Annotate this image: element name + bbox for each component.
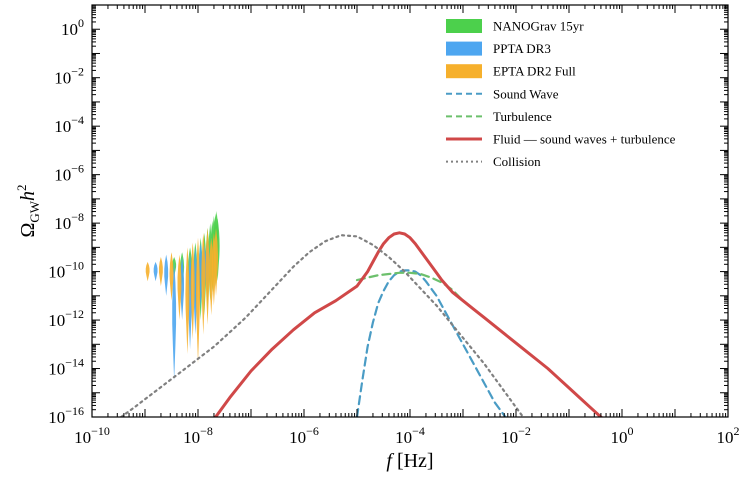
violin-ppta-dr3 [172,261,177,381]
violin-ppta-dr3 [164,254,169,296]
legend-label: Fluid — sound waves + turbulence [493,132,676,147]
x-tick-label: 102 [717,424,740,447]
y-tick-label: 100 [61,16,84,39]
violin-ppta-dr3 [153,261,158,282]
legend-item-sound-wave: Sound Wave [446,86,559,101]
violin-epta-dr2-full [214,227,219,296]
legend-item-collision: Collision [446,154,541,169]
y-axis-label-sub: GW [27,200,42,222]
spectrum-curves [120,231,604,417]
x-tick-label: 10−6 [289,424,319,447]
x-axis-label: f [Hz] [386,450,433,472]
violin-epta-dr2-full [185,247,190,354]
violin-epta-dr2-full [177,254,182,321]
legend-label: Turbulence [493,109,552,124]
y-tick-label: 10−16 [48,404,84,427]
legend-label: EPTA DR2 Full [493,64,576,79]
x-axis-label-var: f [386,450,394,472]
legend-item-epta-dr2-full: EPTA DR2 Full [446,64,576,79]
legend-label: Sound Wave [493,86,559,101]
legend: NANOGrav 15yr PPTA DR3 EPTA DR2 Full Sound … [446,19,676,169]
legend-swatch [446,41,482,56]
violin-epta-dr2-full [201,232,206,335]
y-tick-label: 10−10 [48,259,84,282]
x-axis-label-unit: [Hz] [392,450,434,472]
x-tick-label: 10−8 [183,424,213,447]
y-tick-label: 10−6 [54,162,84,185]
legend-item-fluid-sound-waves-turbulence: Fluid — sound waves + turbulence [446,132,676,147]
y-tick-label: 10−4 [54,113,84,136]
y-axis-label: ΩGWh2 [14,184,42,237]
violin-epta-dr2-full [169,252,174,301]
y-axis-label-omega: Ω [17,223,39,238]
x-tick-label: 10−4 [395,424,425,447]
y-axis-label-h: h [17,191,39,201]
legend-item-nanograv-15yr: NANOGrav 15yr [446,19,584,34]
series-fluid-sound-waves-turbulence [213,231,604,417]
plot-frame [91,4,729,418]
x-tick-label: 100 [611,424,634,447]
legend-label: PPTA DR3 [493,41,551,56]
series-sound-wave [355,269,508,417]
series-collision [120,234,525,417]
legend-label: Collision [493,154,541,169]
legend-item-turbulence: Turbulence [446,109,552,124]
y-axis-label-sup: 2 [14,184,29,191]
x-tick-label: 10−10 [74,424,110,447]
violin-epta-dr2-full [145,261,150,282]
pta-violins [145,211,220,381]
axis-ticks [91,5,728,418]
legend-swatch [446,64,482,79]
legend-item-ppta-dr3: PPTA DR3 [446,41,551,56]
y-tick-label: 10−12 [48,307,84,330]
violin-epta-dr2-full [205,227,210,325]
violin-epta-dr2-full [190,242,195,340]
violin-epta-dr2-full [196,237,200,364]
legend-label: NANOGrav 15yr [493,19,584,34]
y-tick-label: 10−14 [48,356,84,379]
y-tick-labels: 100 10−2 10−4 10−6 10−8 10−10 10−12 10−14 10−16 [48,16,84,427]
x-tick-labels: 10−10 10−8 10−6 10−4 10−2 100 102 [74,424,739,447]
y-tick-label: 10−8 [54,210,84,233]
violin-epta-dr2-full [158,257,163,287]
x-tick-label: 10−2 [501,424,531,447]
legend-swatch [446,19,482,33]
y-tick-label: 10−2 [54,65,84,88]
